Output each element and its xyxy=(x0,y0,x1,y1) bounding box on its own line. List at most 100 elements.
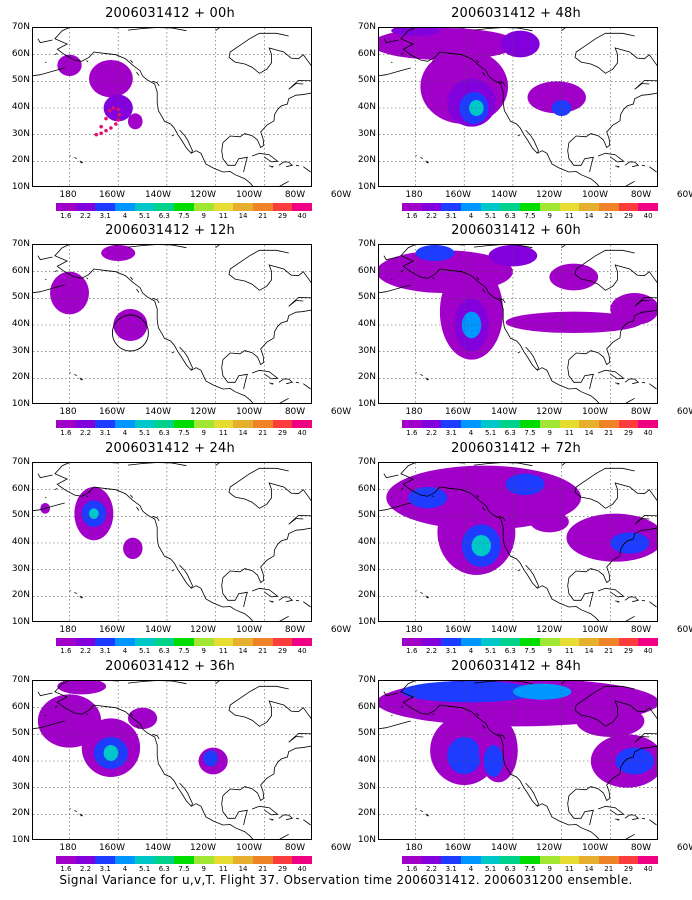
lon-label: 160W xyxy=(98,843,126,853)
coastline xyxy=(649,819,657,826)
panel-title: 2006031412 + 12h xyxy=(105,223,235,238)
coastline xyxy=(425,813,430,817)
coastline xyxy=(473,681,533,685)
colorbar-label: 40 xyxy=(297,647,307,655)
colorbar-swatch xyxy=(154,203,175,211)
colorbar-label: 14 xyxy=(584,429,594,437)
colorbar-label: 4 xyxy=(468,429,474,437)
coastline xyxy=(425,595,430,599)
colorbar-label: 21 xyxy=(604,647,614,655)
coastline xyxy=(171,351,175,354)
panel-title: 2006031412 + 00h xyxy=(105,6,235,21)
map-panel: 2006031412 + 84h 70N 60N 50N 40N 30N 20N 10N 180… xyxy=(346,659,692,875)
colorbar-label: 9 xyxy=(547,865,552,873)
colorbar-label: 11 xyxy=(218,865,228,873)
colorbar-swatch xyxy=(272,203,293,211)
coastline xyxy=(295,599,300,602)
map-panel: 2006031412 + 00h 70N 60N 50N 40N 30N 20N 10N 180… xyxy=(0,6,351,222)
colorbar-label: 7.5 xyxy=(178,212,190,220)
colorbar-label: 14 xyxy=(584,865,594,873)
lon-label: 100W xyxy=(581,407,609,417)
colorbar-swatch xyxy=(598,420,619,428)
colorbar-swatch xyxy=(56,203,76,211)
colorbar-swatch xyxy=(579,856,599,864)
coastline xyxy=(641,599,646,602)
colorbar-label: 40 xyxy=(643,865,653,873)
colorbar-swatch xyxy=(461,638,481,646)
variance-contour xyxy=(512,683,572,700)
colorbar-label: 7.5 xyxy=(178,429,190,437)
lon-label: 120W xyxy=(535,625,563,635)
colorbar-label: 11 xyxy=(218,647,228,655)
colorbar-label: 14 xyxy=(584,212,594,220)
colorbar-swatch xyxy=(95,203,116,211)
colorbar-swatch xyxy=(539,856,560,864)
colorbar-swatch xyxy=(154,420,175,428)
variance-contour xyxy=(549,263,599,291)
colorbar-label: 2.2 xyxy=(425,865,438,873)
lat-label: 40N xyxy=(11,319,30,329)
lat-label: 30N xyxy=(11,781,30,792)
coastline xyxy=(54,28,254,186)
colorbar-label: 6.3 xyxy=(158,647,170,655)
coastline xyxy=(625,833,635,839)
coastline xyxy=(400,463,600,621)
coastline xyxy=(525,564,539,589)
map-panel: 2006031412 + 12h 70N 60N 50N 40N 30N 20N 10N 180… xyxy=(0,223,351,439)
coastline xyxy=(171,569,175,572)
map-plot xyxy=(378,680,658,840)
colorbar-swatch xyxy=(95,638,116,646)
colorbar-label: 29 xyxy=(623,865,633,873)
coastline xyxy=(33,284,65,294)
lat-label: 70N xyxy=(11,22,30,32)
lat-label: 50N xyxy=(11,510,30,521)
colorbar-swatch xyxy=(500,856,521,864)
coastline xyxy=(473,28,533,32)
panel-title: 2006031412 + 36h xyxy=(105,659,235,674)
coastline xyxy=(228,685,311,727)
lon-label: 140W xyxy=(490,625,518,635)
colorbar-swatch xyxy=(95,856,116,864)
colorbar-swatch xyxy=(233,420,253,428)
map-svg xyxy=(33,463,311,621)
coastline xyxy=(215,245,220,249)
lat-label: 70N xyxy=(357,675,376,685)
coastline xyxy=(567,795,594,826)
colorbar-label: 4 xyxy=(468,865,474,873)
colorbar-swatch xyxy=(193,638,214,646)
map-svg xyxy=(33,28,311,186)
coastline xyxy=(567,359,594,390)
coastline xyxy=(425,160,430,164)
coastline xyxy=(37,255,53,261)
colorbar-label: 2.2 xyxy=(79,865,92,873)
lat-label: 50N xyxy=(11,292,30,303)
colorbar-swatch xyxy=(233,638,253,646)
coastline xyxy=(615,600,620,603)
lon-label: 160W xyxy=(444,190,472,200)
coastline xyxy=(634,515,657,525)
colorbar-swatch xyxy=(174,638,194,646)
coastline xyxy=(476,712,480,716)
coastline xyxy=(615,382,620,385)
coastline xyxy=(127,681,187,685)
colorbar xyxy=(402,420,658,428)
lat-label: 20N xyxy=(357,372,376,383)
coastline xyxy=(54,463,254,621)
lat-label: 40N xyxy=(357,102,376,112)
coastline xyxy=(45,714,47,717)
coastline xyxy=(400,681,600,839)
coastline xyxy=(303,601,311,608)
variance-contour xyxy=(89,60,133,98)
lat-label: 20N xyxy=(357,155,376,166)
lat-label: 60N xyxy=(11,701,30,712)
coastline xyxy=(278,161,294,168)
colorbar-label: 6.3 xyxy=(158,429,170,437)
variance-contour xyxy=(379,28,518,60)
lon-label: 80W xyxy=(630,843,652,853)
colorbar-label: 6.3 xyxy=(504,212,516,220)
lat-label: 50N xyxy=(11,728,30,739)
colorbar-swatch xyxy=(154,638,175,646)
colorbar-swatch xyxy=(174,856,194,864)
colorbar-label: 2.2 xyxy=(79,647,92,655)
lat-label: 70N xyxy=(11,457,30,467)
